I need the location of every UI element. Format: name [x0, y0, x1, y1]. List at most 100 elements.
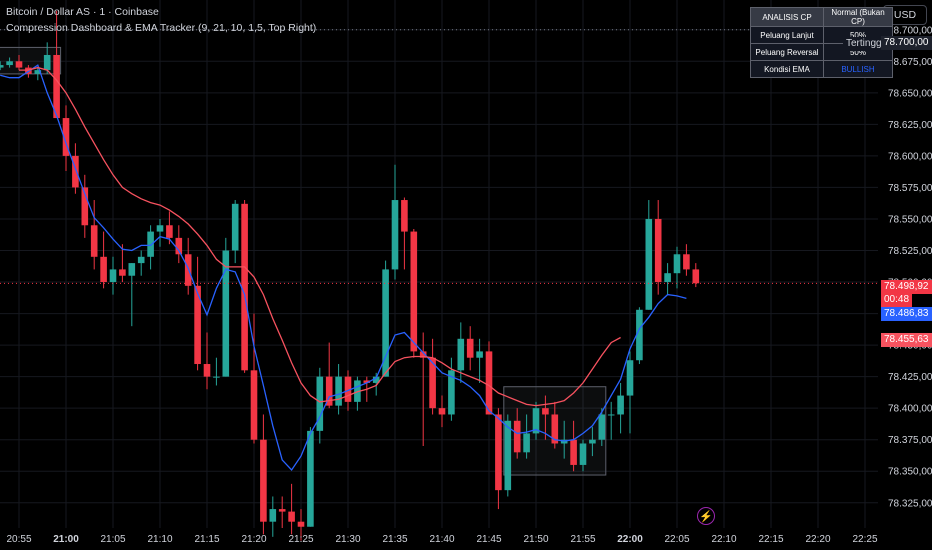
- dashboard-row: Kondisi EMA BULLISH: [750, 60, 893, 78]
- candle-body: [81, 187, 89, 226]
- candle-body: [194, 285, 201, 365]
- compression-boxes: [0, 46, 607, 476]
- candle-body: [457, 338, 465, 371]
- candle-body: [570, 439, 577, 465]
- y-tick-label: 78.700,00: [888, 25, 932, 36]
- candle-body: [6, 61, 13, 66]
- candle-body: [579, 443, 587, 465]
- candle-body: [128, 263, 136, 276]
- candle-body: [72, 155, 79, 188]
- x-tick-label: 21:30: [335, 534, 360, 545]
- x-tick-label: 21:10: [147, 534, 172, 545]
- candle-body: [466, 338, 474, 358]
- x-tick-label: 21:15: [194, 534, 219, 545]
- candle-body: [43, 54, 51, 71]
- price-axis[interactable]: 78.325,00 78.350,00 78.375,00 78.400,00 78.4…: [888, 25, 932, 509]
- x-tick-label: 22:20: [805, 534, 830, 545]
- candle-body: [589, 439, 596, 444]
- y-tick-label: 78.675,00: [888, 57, 932, 68]
- flash-icon[interactable]: ⚡: [697, 507, 715, 525]
- candle-body: [307, 430, 314, 527]
- candle-body: [316, 376, 324, 431]
- candle-body: [344, 376, 352, 402]
- candle-body: [617, 395, 624, 415]
- candle-body: [654, 218, 662, 283]
- candle-body: [325, 376, 333, 406]
- high-price-tag: 78.700,00: [881, 36, 932, 50]
- candle-body: [53, 54, 60, 119]
- candle-body: [636, 309, 643, 361]
- currency-button[interactable]: USD: [883, 5, 927, 25]
- candle-body: [34, 70, 42, 74]
- dashboard-header-value: Normal (Bukan CP): [823, 7, 893, 27]
- candle-body: [692, 269, 700, 284]
- y-tick-label: 78.375,00: [888, 435, 932, 446]
- price-lines: [0, 29, 878, 284]
- x-tick-label: 21:35: [382, 534, 407, 545]
- ema-fast-tag: 78.486,83: [881, 307, 932, 321]
- candle-body: [363, 380, 371, 383]
- candle-body: [137, 256, 145, 264]
- candle-body: [241, 203, 248, 371]
- ema-slow-line: [19, 66, 621, 407]
- candle-body: [485, 351, 493, 415]
- candle-body: [119, 269, 126, 276]
- candle-body: [335, 376, 342, 406]
- ema-lines: [0, 64, 687, 472]
- candle-body: [410, 231, 418, 352]
- candle-body: [278, 509, 286, 512]
- candle-body: [429, 357, 436, 409]
- dashboard-key: Peluang Reversal: [750, 43, 824, 61]
- candle-body: [551, 414, 559, 444]
- candle-body: [391, 200, 399, 270]
- dashboard-header-key: ANALISIS CP: [750, 7, 824, 27]
- y-tick-label: 78.575,00: [888, 183, 932, 194]
- candle-body: [62, 118, 70, 156]
- candle-body: [15, 61, 23, 68]
- high-label: Tertinggi: [843, 37, 887, 51]
- dashboard-key: Peluang Lanjut: [750, 26, 824, 44]
- candle-body: [147, 231, 154, 257]
- candle-body: [372, 376, 380, 383]
- candle-body: [231, 203, 239, 251]
- y-tick-label: 78.550,00: [888, 214, 932, 225]
- x-tick-label: 20:55: [6, 534, 31, 545]
- candle-body: [288, 511, 295, 522]
- x-tick-label: 21:55: [570, 534, 595, 545]
- x-tick-label: 22:10: [711, 534, 736, 545]
- candle-body: [523, 433, 530, 453]
- candle-body: [166, 225, 173, 238]
- candle-body: [598, 414, 606, 440]
- countdown-tag: 00:48: [881, 293, 913, 307]
- x-tick-label: 21:40: [429, 534, 454, 545]
- x-tick-label: 21:25: [288, 534, 313, 545]
- candle-body: [542, 408, 549, 415]
- candle-body: [297, 521, 305, 527]
- candle-body: [626, 360, 634, 396]
- y-tick-label: 78.650,00: [888, 88, 932, 99]
- dashboard-key: Kondisi EMA: [750, 60, 824, 78]
- candle-body: [175, 237, 183, 255]
- candle-body: [495, 414, 502, 491]
- candle-body: [419, 351, 427, 358]
- indicator-legend[interactable]: Compression Dashboard & EMA Tracker (9, …: [6, 22, 317, 34]
- candle-body: [438, 408, 446, 415]
- candle-body: [532, 408, 540, 434]
- candle-body: [156, 225, 164, 232]
- x-tick-label: 21:20: [241, 534, 266, 545]
- x-tick-label: 21:00: [53, 534, 79, 545]
- candle-body: [683, 254, 690, 270]
- candle-body: [504, 420, 512, 491]
- x-tick-label: 22:05: [664, 534, 689, 545]
- candle-body: [109, 269, 117, 283]
- candle-body: [401, 200, 408, 232]
- time-axis[interactable]: 20:55 21:00 21:05 21:10 21:15 21:20 21:25 21:30…: [6, 534, 877, 545]
- x-tick-label: 22:00: [617, 534, 643, 545]
- x-tick-label: 21:50: [523, 534, 548, 545]
- candle-body: [476, 351, 483, 358]
- symbol-title[interactable]: Bitcoin / Dollar AS · 1 · Coinbase: [6, 6, 159, 18]
- candle-body: [250, 370, 258, 440]
- candle-body: [448, 370, 455, 415]
- x-tick-label: 21:05: [100, 534, 125, 545]
